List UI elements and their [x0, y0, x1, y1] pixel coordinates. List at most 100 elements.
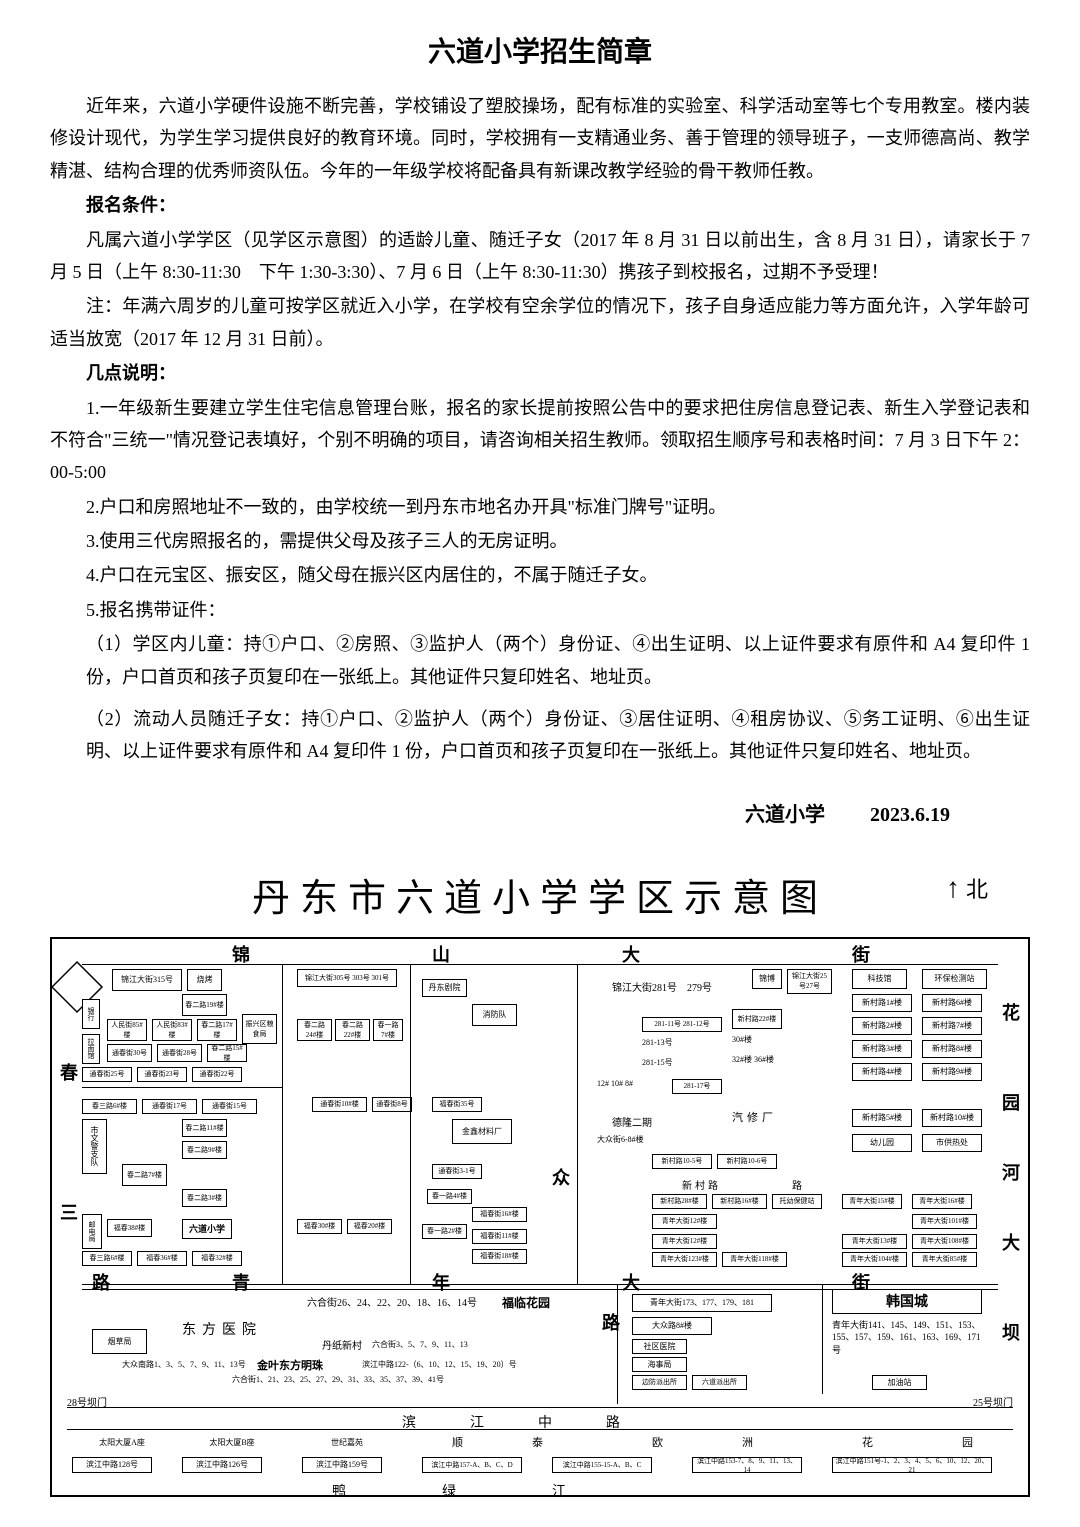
- block: 环保检测站: [922, 969, 987, 989]
- block: 金叶东方明珠: [257, 1357, 323, 1373]
- block: 新村路10#楼: [922, 1109, 982, 1127]
- road-lu-left: 路: [92, 1269, 110, 1295]
- page-title: 六道小学招生简章: [50, 30, 1030, 70]
- block: 顺: [452, 1434, 463, 1450]
- block: 滨江中路157-A、B、C、D: [422, 1457, 522, 1473]
- block: 滨江中路126号: [182, 1457, 262, 1473]
- block: 春一路4#楼: [427, 1189, 472, 1204]
- block: 福春36#楼: [137, 1251, 187, 1266]
- block: 新村路5#楼: [852, 1109, 912, 1127]
- block: 社区医院: [632, 1339, 687, 1354]
- block-liudao: 六道小学: [182, 1219, 232, 1239]
- block: 281-11号 281-12号: [642, 1017, 722, 1032]
- block: 丹东剧院: [422, 979, 467, 997]
- block: 太阳大厦B座: [192, 1434, 272, 1452]
- block: 281-13号: [642, 1037, 673, 1048]
- north-indicator: 北: [946, 872, 990, 905]
- block: 洲: [742, 1434, 753, 1450]
- block: 拉面馆: [82, 1034, 100, 1064]
- block: 世纪嘉苑: [312, 1434, 382, 1452]
- point1: 1.一年级新生要建立学生住宅信息管理台账，报名的家长提前按照公告中的要求把住房信…: [50, 392, 1030, 489]
- block: 市文警支队: [82, 1119, 107, 1174]
- block: 新村路3#楼: [852, 1040, 912, 1058]
- signature: 六道小学 2023.6.19: [50, 798, 1030, 827]
- block: 滨江中路153-7、8、9、11、13、14: [692, 1457, 802, 1473]
- block: 托幼保健站: [772, 1194, 822, 1209]
- block: 福春街18#楼: [472, 1249, 527, 1264]
- block: 新村路22#楼: [732, 1009, 782, 1029]
- road-da2: 大: [1002, 1229, 1020, 1255]
- block: 青年大街12#楼: [652, 1214, 717, 1229]
- section2-title: 几点说明：: [50, 357, 1030, 389]
- block: 281-17号: [672, 1079, 722, 1094]
- block: 通春街15号: [202, 1099, 257, 1114]
- block: 青年大街173、177、179、181: [632, 1294, 772, 1312]
- block: 滨江中路155-15-A、B、C: [552, 1457, 652, 1473]
- point2: 2.户口和房照地址不一致的，由学校统一到丹东市地名办开具"标准门牌号"证明。: [50, 491, 1030, 523]
- block: 汽修厂: [732, 1109, 777, 1125]
- block: 锦江大街281号 279号: [612, 979, 712, 994]
- block: 振兴区粮食局: [242, 1014, 277, 1044]
- block: 大众街6-8#楼: [597, 1134, 644, 1145]
- block: 新村路1#楼: [852, 994, 912, 1012]
- block: 福春38#楼: [107, 1219, 152, 1237]
- block: 新村路9#楼: [922, 1063, 982, 1081]
- block: 福临花园: [502, 1294, 550, 1311]
- block: 春三路6#楼: [82, 1251, 132, 1266]
- block: 泰: [532, 1434, 543, 1450]
- block: 滨江中路151号-1、2、3、4、5、6、10、12、20、21: [832, 1457, 992, 1473]
- block: 科技馆: [852, 969, 907, 989]
- block: 锦博: [752, 969, 782, 989]
- road-san: 三: [60, 1199, 78, 1225]
- road-qing: 青: [232, 1269, 250, 1295]
- block: 六合街26、24、22、20、18、16、14号: [307, 1294, 477, 1309]
- signature-school: 六道小学: [745, 804, 825, 826]
- block: 滨江中路128号: [72, 1457, 152, 1473]
- block: 新村路28#楼: [652, 1194, 707, 1209]
- block: 太阳大厦A座: [82, 1434, 162, 1452]
- block: 青年大街101#楼: [912, 1214, 977, 1229]
- block: 边防派出所: [632, 1375, 687, 1390]
- block: 新村路2#楼: [852, 1017, 912, 1035]
- block: 人民街85#楼: [107, 1019, 147, 1041]
- block: 新村路7#楼: [922, 1017, 982, 1035]
- block: 通春街10#楼: [312, 1097, 367, 1112]
- map-title: 丹东市六道小学学区示意图 北: [50, 867, 1030, 922]
- block: 韩国城: [832, 1289, 982, 1314]
- block: 六合街3、5、7、9、11、13: [372, 1339, 468, 1350]
- block: 锦江大街25号27号: [787, 969, 832, 994]
- point4: 4.户口在元宝区、振安区，随父母在振兴区内居住的，不属于随迁子女。: [50, 559, 1030, 591]
- block: 烧烤: [187, 969, 222, 991]
- block: 锦江大街315号: [112, 969, 182, 991]
- block: 青年大街13#楼: [842, 1234, 907, 1249]
- block: 六道派出所: [692, 1375, 747, 1390]
- point5: 5.报名携带证件：: [50, 594, 1030, 626]
- block: 新村路6#楼: [922, 994, 982, 1012]
- block: 福春20#楼: [347, 1219, 392, 1234]
- road-nian: 年: [432, 1269, 450, 1295]
- block: 金鑫材料厂: [452, 1119, 512, 1144]
- block: 路: [792, 1177, 802, 1192]
- block: 281-15号: [642, 1057, 673, 1068]
- block: 滨江中路122-（6、10、12、15、19、20）号: [362, 1359, 517, 1370]
- block: 锦江大街305号 303号 301号: [297, 969, 397, 987]
- block: 青年大街15#楼: [842, 1194, 902, 1209]
- block: 大众路8#楼: [632, 1317, 712, 1335]
- block: 青年大街141、145、149、151、153、155、157、159、161、…: [832, 1319, 987, 1357]
- block: 新村路8#楼: [922, 1040, 982, 1058]
- block: 32#楼 36#楼: [732, 1054, 774, 1065]
- block: 青年大街12#楼: [652, 1234, 717, 1249]
- map-section: 丹东市六道小学学区示意图 北 锦 山 大 街 春 三 花 园 河 大 坝 青 年…: [50, 867, 1030, 1497]
- block: 通春街22号: [192, 1067, 242, 1082]
- block: 德隆二期: [612, 1114, 652, 1129]
- block: 通春街8号: [372, 1097, 412, 1112]
- block: 春二路15#楼: [207, 1044, 247, 1062]
- point3: 3.使用三代房照报名的，需提供父母及孩子三人的无房证明。: [50, 525, 1030, 557]
- block: 加油站: [872, 1375, 927, 1390]
- road-he: 河: [1002, 1159, 1020, 1185]
- block: 丹纸新村: [322, 1337, 362, 1352]
- block: 春二路22#楼: [335, 1019, 370, 1041]
- block: 银行: [82, 999, 100, 1029]
- block: 通春街17号: [142, 1099, 197, 1114]
- block: 春二路3#楼: [182, 1189, 227, 1207]
